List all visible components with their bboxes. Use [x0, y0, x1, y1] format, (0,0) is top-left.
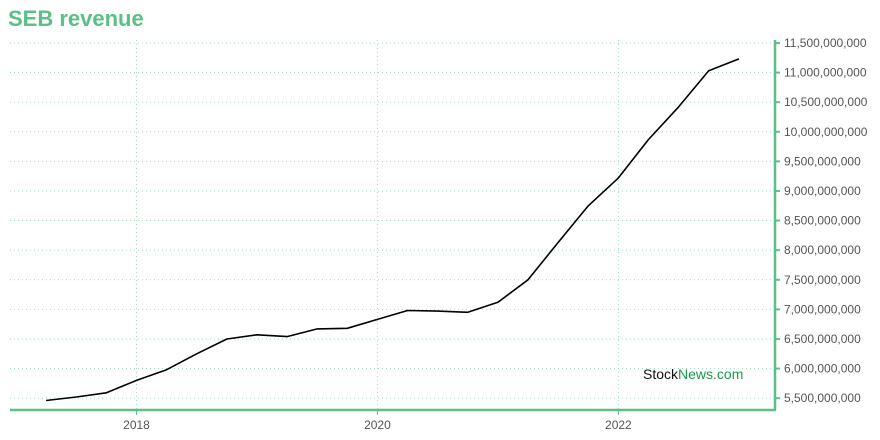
series-layer [44, 56, 741, 403]
y-tick-label: 7,500,000,000 [784, 273, 861, 287]
y-tick-label: 9,000,000,000 [784, 184, 861, 198]
y-tick-label: 6,500,000,000 [784, 332, 861, 346]
watermark-part-stock: Stock [643, 366, 679, 382]
axis-layer [10, 40, 780, 415]
chart-title: SEB revenue [8, 6, 144, 31]
data-point[interactable] [44, 398, 49, 403]
data-point[interactable] [465, 310, 470, 315]
data-point[interactable] [74, 394, 79, 399]
data-point[interactable] [164, 367, 169, 372]
data-point[interactable] [345, 326, 350, 331]
y-tick-label: 7,000,000,000 [784, 302, 861, 316]
data-point[interactable] [134, 378, 139, 383]
data-point[interactable] [736, 56, 741, 61]
y-tick-label: 8,000,000,000 [784, 243, 861, 257]
y-tick-label: 10,500,000,000 [784, 95, 868, 109]
y-tick-label: 5,500,000,000 [784, 391, 861, 405]
data-point[interactable] [616, 175, 621, 180]
data-point[interactable] [676, 104, 681, 109]
y-tick-label: 8,500,000,000 [784, 214, 861, 228]
data-point[interactable] [526, 277, 531, 282]
data-point[interactable] [224, 336, 229, 341]
data-point[interactable] [315, 326, 320, 331]
data-point[interactable] [375, 317, 380, 322]
y-tick-label: 6,000,000,000 [784, 362, 861, 376]
revenue-series-line [46, 58, 740, 402]
stocknews-watermark[interactable]: StockNews.com [643, 366, 743, 382]
data-point[interactable] [194, 351, 199, 356]
data-point[interactable] [254, 332, 259, 337]
data-point[interactable] [646, 137, 651, 142]
data-point[interactable] [285, 334, 290, 339]
y-tick-label: 11,500,000,000 [784, 36, 867, 50]
watermark-part-news: News.com [678, 366, 744, 382]
y-tick-label: 11,000,000,000 [784, 66, 867, 80]
grid-layer [10, 40, 775, 410]
data-point[interactable] [706, 68, 711, 73]
data-point[interactable] [495, 300, 500, 305]
data-point[interactable] [556, 240, 561, 245]
tick-label-layer: 5,500,000,000 6,000,000,000 6,500,000,000 7… [123, 36, 868, 432]
data-point[interactable] [104, 390, 109, 395]
data-point[interactable] [435, 309, 440, 314]
data-point[interactable] [586, 203, 591, 208]
x-tick-label: 2018 [123, 418, 150, 432]
y-tick-label: 9,500,000,000 [784, 154, 861, 168]
x-tick-label: 2020 [364, 418, 391, 432]
x-tick-label: 2022 [605, 418, 632, 432]
data-point[interactable] [405, 308, 410, 313]
y-tick-label: 10,000,000,000 [784, 125, 868, 139]
